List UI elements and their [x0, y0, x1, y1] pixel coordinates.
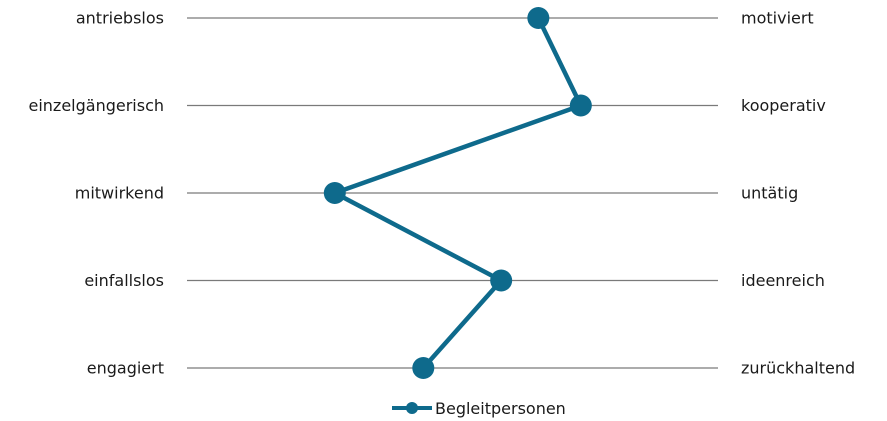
right-pole-label: untätig: [741, 184, 798, 203]
left-pole-label: einzelgängerisch: [28, 96, 164, 115]
data-point: [569, 94, 592, 117]
right-pole-label: ideenreich: [741, 271, 825, 290]
data-point: [412, 357, 435, 379]
left-pole-label: einfallslos: [84, 271, 164, 290]
left-pole-label: engagiert: [87, 359, 164, 378]
legend: Begleitpersonen: [392, 396, 566, 420]
left-pole-labels: antriebslos einzelgängerisch mitwirkend ein…: [28, 9, 164, 378]
left-pole-label: antriebslos: [76, 9, 164, 28]
data-point: [527, 7, 550, 29]
right-pole-label: kooperativ: [741, 96, 826, 115]
left-pole-label: mitwirkend: [75, 184, 164, 203]
right-pole-label: zurückhaltend: [741, 359, 855, 378]
right-pole-label: motiviert: [741, 9, 814, 28]
data-point: [323, 182, 346, 204]
legend-marker: [392, 402, 432, 414]
right-pole-labels: motiviert kooperativ untätig ideenreich zurü…: [741, 9, 855, 378]
legend-label: Begleitpersonen: [435, 398, 566, 418]
series-begleitpersonen: [323, 7, 592, 379]
grid-lines: [187, 17, 718, 369]
data-point: [490, 269, 513, 292]
